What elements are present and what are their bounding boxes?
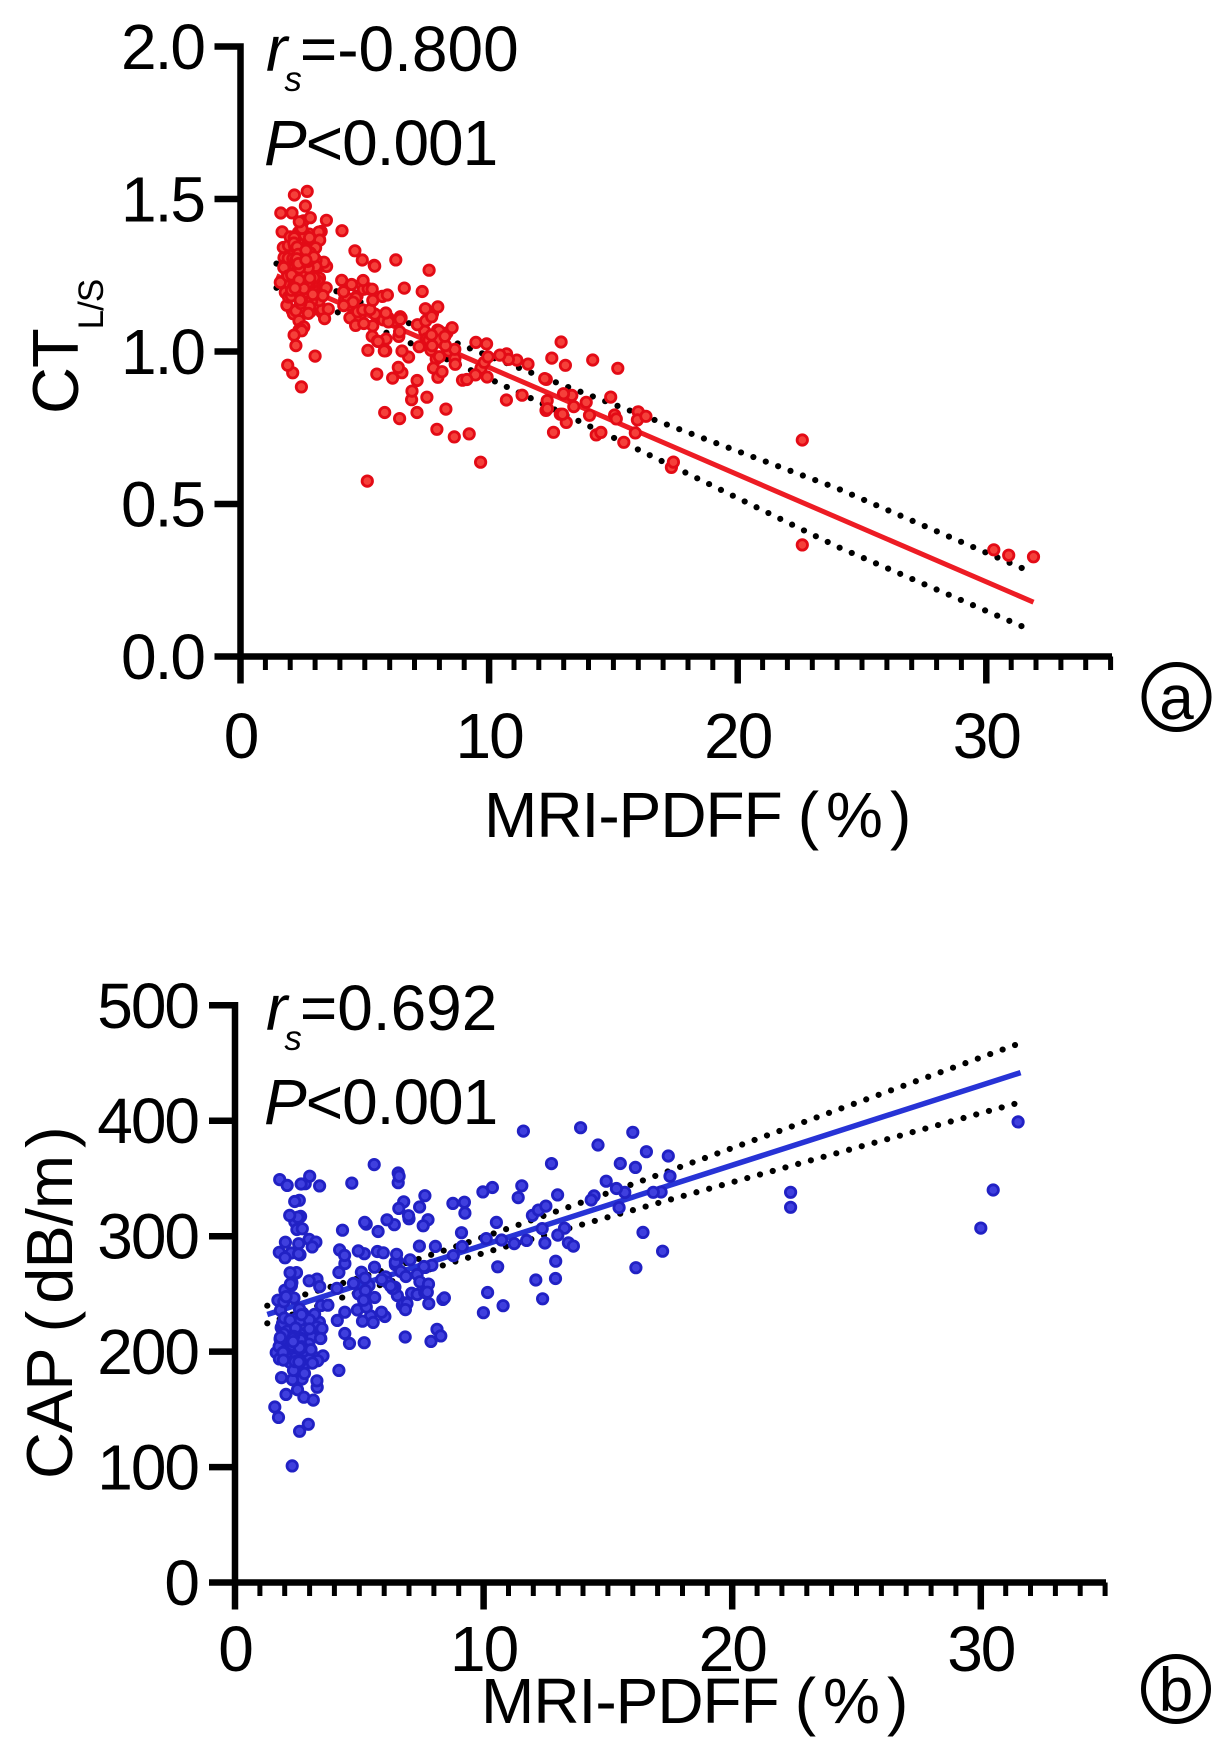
svg-text:20: 20 [699,1613,767,1685]
svg-text:0.5: 0.5 [121,469,204,541]
svg-text:20: 20 [704,700,772,772]
svg-text:MRI-PDFF(%): MRI-PDFF(%) [481,1665,907,1737]
svg-text:b: b [1159,1656,1193,1725]
svg-text:rs=-0.800: rs=-0.800 [266,13,519,99]
svg-text:CAP(dB/m): CAP(dB/m) [13,1127,86,1479]
svg-text:0.0: 0.0 [121,621,204,693]
svg-text:500: 500 [97,970,198,1042]
svg-text:rs=0.692: rs=0.692 [266,972,497,1058]
svg-text:1.0: 1.0 [121,316,204,388]
svg-text:MRI-PDFF(%): MRI-PDFF(%) [484,779,910,851]
svg-text:P<0.001: P<0.001 [264,107,497,179]
svg-text:0: 0 [224,700,258,772]
svg-text:2.0: 2.0 [121,11,204,83]
svg-text:400: 400 [97,1085,198,1157]
svg-text:P<0.001: P<0.001 [264,1066,497,1138]
svg-text:100: 100 [97,1432,198,1504]
svg-text:30: 30 [953,700,1021,772]
svg-text:10: 10 [456,700,524,772]
svg-text:200: 200 [97,1316,198,1388]
svg-text:0: 0 [218,1613,252,1685]
svg-text:30: 30 [947,1613,1015,1685]
svg-text:300: 300 [97,1201,198,1273]
svg-text:1.5: 1.5 [121,164,204,236]
svg-text:a: a [1159,664,1194,733]
svg-text:0: 0 [164,1547,198,1619]
svg-text:10: 10 [450,1613,518,1685]
